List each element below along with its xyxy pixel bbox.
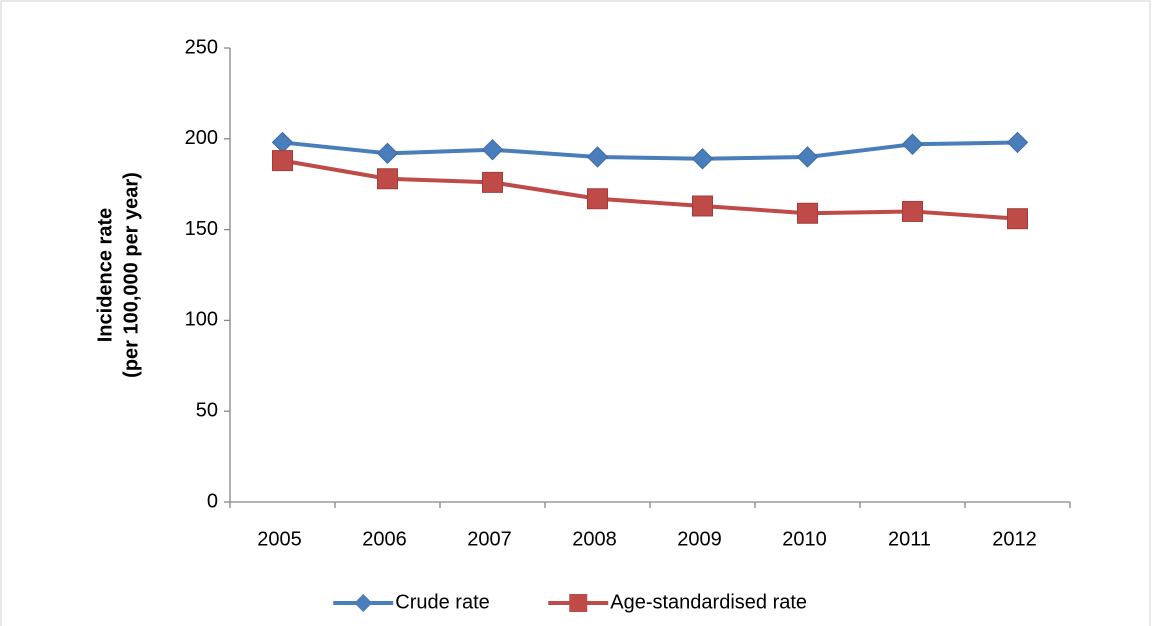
series-line [282,158,1018,221]
x-tick-label: 2011 [888,528,931,550]
point [901,133,924,155]
x-tick-label: 2005 [257,528,302,550]
point [586,146,609,168]
x-tick-label: 2008 [572,528,617,550]
y-axis-title-line: Incidence rate [94,208,116,343]
legend-item: Age-standardised rate [548,591,807,613]
point [272,150,293,172]
y-axis-title: Incidence rate (per 100,000 per year) [94,172,142,378]
point [1006,131,1029,154]
legend-item: Crude rate [333,591,490,613]
point [1007,208,1028,230]
point [902,200,923,222]
x-tick-label: 2009 [677,528,722,550]
x-tick-label: 2006 [362,528,407,550]
point [481,138,504,161]
y-tick-label: 0 [207,490,218,512]
point [482,171,503,193]
legend-label: Crude rate [395,591,490,613]
point [692,195,713,217]
point [797,202,818,224]
series-line [282,140,1018,161]
y-tick-label: 100 [185,309,218,331]
y-axis-title-line: (per 100,000 per year) [120,172,142,378]
point [796,146,819,168]
point [691,148,714,170]
y-tick-label: 200 [185,127,218,149]
x-tick-label: 2012 [992,528,1037,550]
x-tick-label: 2007 [467,528,512,550]
point [587,188,608,210]
legend-marker [569,594,588,612]
point [377,168,398,190]
point [376,142,399,165]
y-tick-label: 250 [185,36,218,58]
point [271,131,294,154]
y-tick-label: 50 [196,399,218,421]
y-tick-label: 150 [185,218,218,240]
legend-marker [354,594,373,612]
legend-label: Age-standardised rate [610,591,807,613]
x-tick-label: 2010 [782,528,827,550]
